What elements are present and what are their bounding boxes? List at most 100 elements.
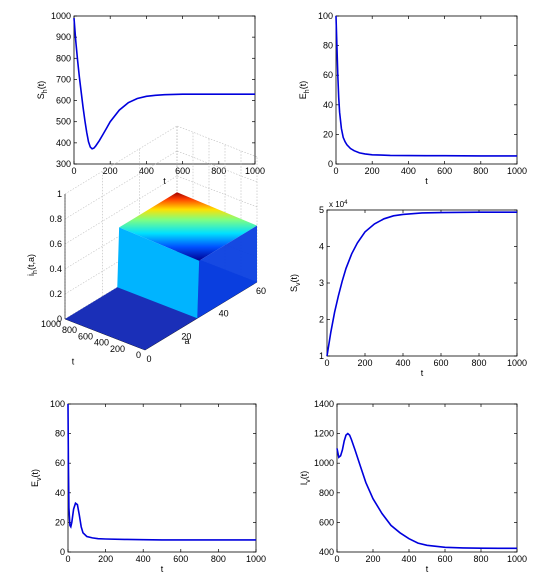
chart-sv: 0 200 400 600 800 1000 1 2 3 4 5 t Sv(t) x 104 — [289, 200, 527, 378]
x-tick-label: 800 — [211, 166, 226, 176]
y-tick-label: 20 — [55, 517, 65, 527]
x-tick-label: 0 — [71, 166, 76, 176]
y-tick-label: 600 — [56, 96, 71, 106]
z-tick-label: 0 — [57, 314, 62, 324]
x-axis-label: t — [421, 368, 424, 378]
x-tick-label: 0 — [334, 554, 339, 564]
x-axis-label: t — [163, 176, 166, 186]
y-tick-label: 4 — [319, 242, 324, 252]
y-tick-label: 900 — [56, 32, 71, 42]
y-tick-label: 40 — [323, 100, 333, 110]
y-tick-label: 0 — [60, 547, 65, 557]
x-axis-label: t — [161, 564, 164, 574]
y-tick-label: 700 — [56, 74, 71, 84]
t-tick-label: 1000 — [41, 319, 61, 329]
y-tick-label: 600 — [319, 517, 334, 527]
series-line — [73, 18, 255, 150]
x-axis-label: t — [426, 564, 429, 574]
plot-frame — [326, 209, 518, 357]
x-tick-label: 600 — [175, 166, 190, 176]
a-axis-label: a — [184, 336, 189, 346]
x-tick-label: 400 — [401, 554, 416, 564]
plot-frame — [336, 403, 518, 553]
z-axis-label: ih(t,a) — [26, 254, 39, 276]
chart-ev: 0 200 400 600 800 1000 0 20 40 60 80 100 t Ev(t) — [30, 399, 266, 574]
x-tick-label: 400 — [139, 166, 154, 176]
y-tick-label: 0 — [328, 159, 333, 169]
t-tick-label: 200 — [110, 344, 125, 354]
x-tick-label: 1000 — [507, 554, 527, 564]
surface-ridge-side — [117, 227, 200, 319]
x-tick-label: 800 — [211, 554, 226, 564]
x-tick-label: 400 — [136, 554, 151, 564]
y-tick-label: 400 — [319, 547, 334, 557]
y-tick-label: 3 — [319, 278, 324, 288]
y-tick-label: 1400 — [314, 399, 334, 409]
grid-line — [176, 150, 258, 183]
y-tick-label: 40 — [55, 488, 65, 498]
y-axis-label: Ev(t) — [30, 469, 43, 487]
a-tick-label: 0 — [146, 354, 151, 364]
x-tick-label: 400 — [401, 166, 416, 176]
y-axis-label: Iv(t) — [299, 471, 312, 486]
grid-line — [176, 125, 258, 158]
y-axis-label: Eh(t) — [298, 81, 311, 99]
surface-ridge-front — [197, 225, 257, 319]
series-line — [326, 211, 517, 357]
y-tick-label: 100 — [318, 11, 333, 21]
chart-ih: 00.20.40.60.81020406002004006008001000at… — [26, 125, 266, 367]
x-tick-label: 800 — [473, 554, 488, 564]
t-tick-label: 600 — [78, 331, 93, 341]
plot-frame — [335, 15, 518, 165]
a-tick-label: 20 — [181, 331, 191, 341]
x-tick-label: 200 — [365, 166, 380, 176]
x-tick-label: 1000 — [507, 166, 527, 176]
a-tick-label: 40 — [219, 309, 229, 319]
x-tick-label: 1000 — [507, 358, 527, 368]
x-tick-label: 200 — [98, 554, 113, 564]
y-tick-label: 1200 — [314, 429, 334, 439]
x-tick-label: 800 — [471, 358, 486, 368]
chart-eh: 0 200 400 600 800 1000 0 20 40 60 80 100 t Eh(t) — [298, 11, 527, 186]
y-tick-label: 20 — [323, 129, 333, 139]
x-tick-label: 600 — [437, 554, 452, 564]
plot-frame — [67, 403, 257, 553]
x-tick-label: 600 — [173, 554, 188, 564]
x-axis-label: t — [425, 176, 428, 186]
chart-iv: 0 200 400 600 800 1000 400 600 800 1000 1200 1400 t I… — [299, 399, 527, 574]
series-line — [335, 15, 517, 157]
x-tick-label: 0 — [65, 554, 70, 564]
y-tick-label: 800 — [319, 488, 334, 498]
y-tick-label: 60 — [55, 458, 65, 468]
z-tick-label: 0.4 — [49, 264, 62, 274]
y-tick-label: 800 — [56, 53, 71, 63]
t-tick-label: 0 — [136, 350, 141, 360]
y-tick-label: 5 — [319, 205, 324, 215]
grid-line — [64, 175, 178, 245]
x-tick-label: 0 — [333, 166, 338, 176]
grid-line — [176, 175, 258, 208]
surface-ridge-top — [119, 192, 257, 261]
x-tick-label: 600 — [437, 166, 452, 176]
y-tick-label: 1 — [319, 351, 324, 361]
x-tick-label: 1000 — [245, 166, 265, 176]
series-line — [67, 403, 256, 541]
axis-multiplier: x 104 — [329, 200, 348, 209]
grid-line — [64, 125, 178, 195]
z-tick-label: 0.2 — [49, 289, 62, 299]
y-tick-label: 2 — [319, 315, 324, 325]
y-tick-label: 80 — [55, 429, 65, 439]
x-tick-label: 0 — [324, 358, 329, 368]
y-tick-label: 80 — [323, 41, 333, 51]
z-tick-label: 0.6 — [49, 239, 62, 249]
x-tick-label: 600 — [433, 358, 448, 368]
z-tick-label: 0.8 — [49, 214, 62, 224]
x-tick-label: 200 — [365, 554, 380, 564]
grid-line — [64, 150, 178, 220]
y-tick-label: 300 — [56, 159, 71, 169]
t-tick-label: 800 — [62, 325, 77, 335]
plot-frame — [73, 15, 256, 165]
y-tick-label: 1000 — [314, 458, 334, 468]
x-tick-label: 200 — [357, 358, 372, 368]
